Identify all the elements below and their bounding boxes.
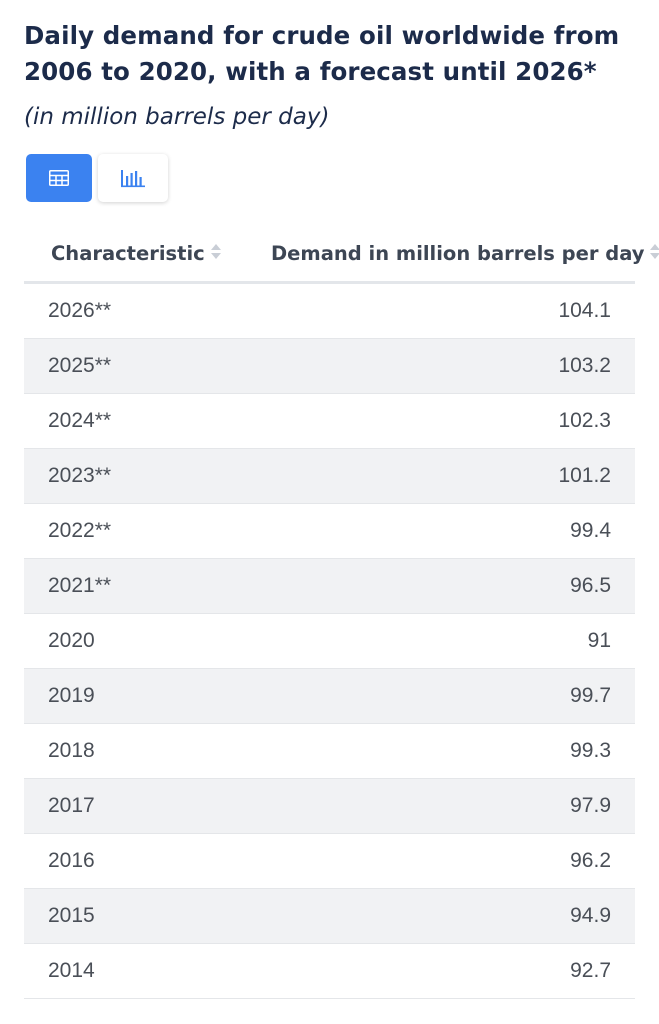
row-label: 2026** (24, 282, 271, 339)
row-label: 2017 (24, 778, 271, 834)
row-label: 2018 (24, 723, 271, 779)
row-value: 104.1 (271, 282, 635, 339)
chart-view-button[interactable] (98, 154, 168, 202)
table-row: 2026** 104.1 (24, 282, 635, 339)
table-row: 2016 96.2 (24, 833, 635, 889)
row-value: 91 (271, 613, 635, 669)
row-value: 96.5 (271, 558, 635, 614)
table-row: 2014 92.7 (24, 943, 635, 999)
table-row: 2018 99.3 (24, 723, 635, 779)
table-row: 2021** 96.5 (24, 558, 635, 614)
table-row: 2017 97.9 (24, 778, 635, 834)
column-header-characteristic[interactable]: Characteristic (24, 225, 271, 284)
table-row: 2022** 99.4 (24, 503, 635, 559)
column-header-label: Characteristic (51, 241, 205, 265)
table-header-row: Characteristic Demand in million barrels… (24, 225, 659, 284)
row-value: 99.3 (271, 723, 635, 779)
bar-chart-icon (121, 170, 145, 188)
row-label: 2019 (24, 668, 271, 724)
table-row: 2023** 101.2 (24, 448, 635, 504)
table-row: 2019 99.7 (24, 668, 635, 724)
row-value: 102.3 (271, 393, 635, 449)
sort-icon[interactable] (210, 243, 221, 261)
table-row: 2025** 103.2 (24, 338, 635, 394)
column-header-label: Demand in million barrels per day (271, 241, 645, 265)
row-label: 2025** (24, 338, 271, 394)
page-subtitle: (in million barrels per day) (24, 104, 330, 130)
column-header-demand[interactable]: Demand in million barrels per day (271, 225, 659, 284)
table-icon (49, 170, 69, 186)
row-label: 2014 (24, 943, 271, 999)
row-value: 92.7 (271, 943, 635, 999)
row-value: 103.2 (271, 338, 635, 394)
row-label: 2016 (24, 833, 271, 889)
table-row: 2015 94.9 (24, 888, 635, 944)
row-label: 2022** (24, 503, 271, 559)
table-row: 2020 91 (24, 613, 635, 669)
table-view-button[interactable] (26, 154, 92, 202)
row-value: 94.9 (271, 888, 635, 944)
row-value: 99.4 (271, 503, 635, 559)
row-value: 101.2 (271, 448, 635, 504)
row-label: 2021** (24, 558, 271, 614)
row-label: 2023** (24, 448, 271, 504)
table-row: 2024** 102.3 (24, 393, 635, 449)
row-label: 2015 (24, 888, 271, 944)
page-title: Daily demand for crude oil worldwide fro… (24, 21, 620, 86)
row-label: 2024** (24, 393, 271, 449)
row-value: 99.7 (271, 668, 635, 724)
row-label: 2020 (24, 613, 271, 669)
data-table: Characteristic Demand in million barrels… (24, 225, 659, 999)
row-value: 97.9 (271, 778, 635, 834)
sort-icon[interactable] (650, 243, 659, 261)
row-value: 96.2 (271, 833, 635, 889)
